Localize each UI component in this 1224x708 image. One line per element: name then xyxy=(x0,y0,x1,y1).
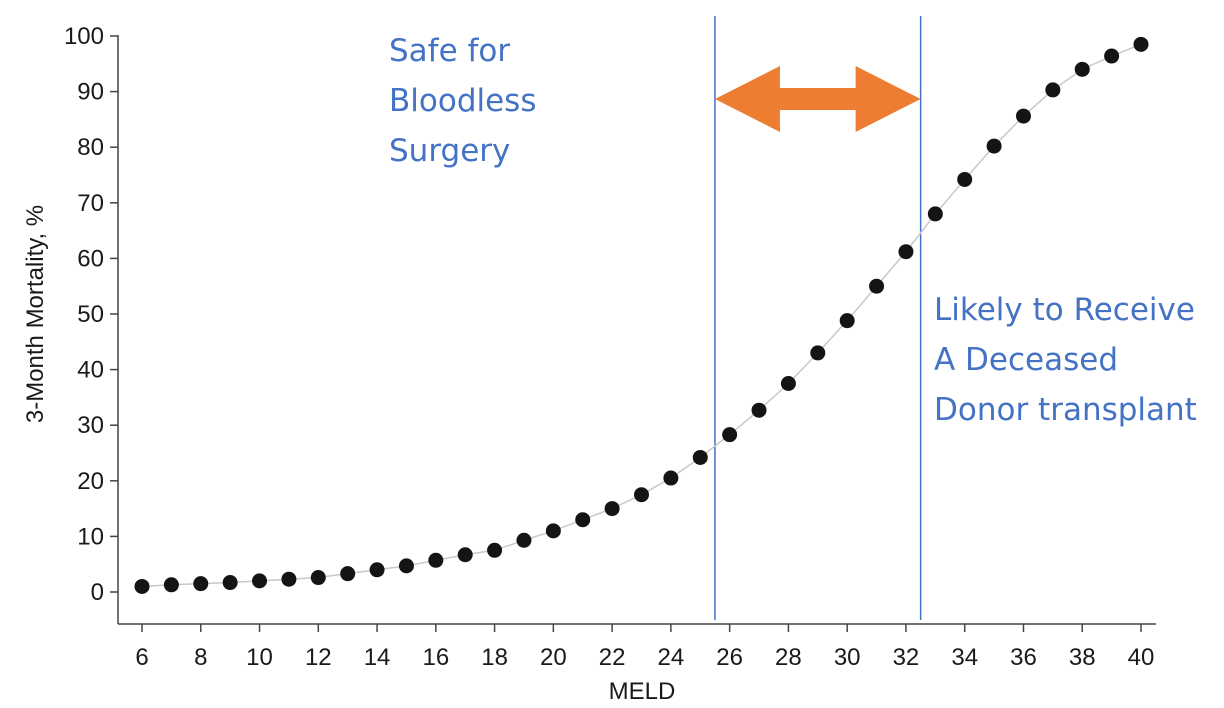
x-tick-label: 12 xyxy=(305,644,332,671)
data-point xyxy=(134,578,150,594)
x-tick-label: 26 xyxy=(716,644,743,671)
x-tick-label: 8 xyxy=(194,644,207,671)
data-point xyxy=(222,575,238,591)
data-point xyxy=(634,487,649,503)
double-arrow xyxy=(714,66,921,132)
data-point xyxy=(398,558,414,574)
x-ticks: 6 8 10 12 14 16 18 20 22 24 26 28 30 32 34 36 38 40 xyxy=(135,624,1154,671)
annotation-safe-line: Surgery xyxy=(389,133,510,169)
x-tick-label: 24 xyxy=(658,644,685,671)
data-point xyxy=(487,542,503,558)
data-point xyxy=(193,576,209,592)
data-point xyxy=(1074,61,1090,77)
y-tick-label: 90 xyxy=(77,79,104,106)
data-point xyxy=(869,278,885,294)
y-axis-title: 3-Month Mortality, % xyxy=(22,205,49,423)
data-point xyxy=(810,345,826,361)
data-point xyxy=(310,570,326,586)
data-point xyxy=(663,470,679,486)
x-tick-label: 16 xyxy=(422,644,449,671)
annotations: Safe for Bloodless Surgery Likely to Receiv… xyxy=(389,33,1197,428)
data-point xyxy=(692,449,708,465)
data-point xyxy=(516,532,532,548)
data-point xyxy=(163,577,179,593)
threshold-lines xyxy=(714,16,922,620)
data-point xyxy=(281,571,297,587)
x-tick-label: 28 xyxy=(775,644,802,671)
data-point xyxy=(604,501,620,517)
y-tick-label: 30 xyxy=(77,412,104,439)
y-ticks: 0 10 20 30 40 50 60 70 80 90 100 xyxy=(64,23,118,606)
data-point xyxy=(1045,82,1061,98)
data-point xyxy=(252,573,268,589)
annotation-likely-line: Likely to Receive xyxy=(934,292,1195,328)
y-tick-label: 0 xyxy=(91,579,104,606)
x-tick-label: 38 xyxy=(1069,644,1096,671)
data-point xyxy=(898,244,914,260)
y-tick-label: 20 xyxy=(77,468,104,495)
data-point xyxy=(340,566,356,582)
data-point xyxy=(545,523,561,539)
x-tick-label: 22 xyxy=(599,644,626,671)
x-tick-label: 18 xyxy=(481,644,508,671)
x-tick-label: 20 xyxy=(540,644,567,671)
x-tick-label: 34 xyxy=(951,644,978,671)
x-tick-label: 32 xyxy=(893,644,920,671)
data-point xyxy=(369,562,385,578)
x-tick-label: 40 xyxy=(1128,644,1155,671)
data-point xyxy=(1104,48,1120,64)
annotation-likely-line: Donor transplant xyxy=(934,392,1197,428)
y-tick-label: 60 xyxy=(77,245,104,272)
annotation-likely-line: A Deceased xyxy=(934,342,1118,378)
y-tick-label: 100 xyxy=(64,23,104,50)
y-tick-label: 40 xyxy=(77,357,104,384)
y-tick-label: 70 xyxy=(77,190,104,217)
data-point xyxy=(428,552,444,568)
data-point xyxy=(957,171,973,187)
x-tick-label: 30 xyxy=(834,644,861,671)
data-point xyxy=(575,512,591,528)
data-point xyxy=(457,547,473,563)
data-point xyxy=(751,402,767,418)
x-tick-label: 36 xyxy=(1010,644,1037,671)
y-axis: 0 10 20 30 40 50 60 70 80 90 100 xyxy=(64,23,119,624)
x-tick-label: 14 xyxy=(364,644,391,671)
annotation-safe-line: Bloodless xyxy=(389,83,536,119)
data-point xyxy=(722,427,738,443)
annotation-safe-line: Safe for xyxy=(389,33,510,69)
data-point xyxy=(1133,36,1149,52)
data-point xyxy=(1015,108,1031,124)
series-mortality xyxy=(134,36,1149,594)
y-tick-label: 10 xyxy=(77,523,104,550)
y-tick-label: 50 xyxy=(77,301,104,328)
y-tick-label: 80 xyxy=(77,134,104,161)
data-point xyxy=(927,206,943,222)
x-axis: 6 8 10 12 14 16 18 20 22 24 26 28 30 32 34 36 38 40 xyxy=(118,623,1156,671)
data-point xyxy=(839,313,855,329)
data-point xyxy=(986,138,1002,154)
range-arrow xyxy=(714,66,921,132)
x-tick-label: 10 xyxy=(246,644,273,671)
data-point xyxy=(780,376,796,391)
x-tick-label: 6 xyxy=(135,644,148,671)
x-axis-title: MELD xyxy=(609,678,676,705)
